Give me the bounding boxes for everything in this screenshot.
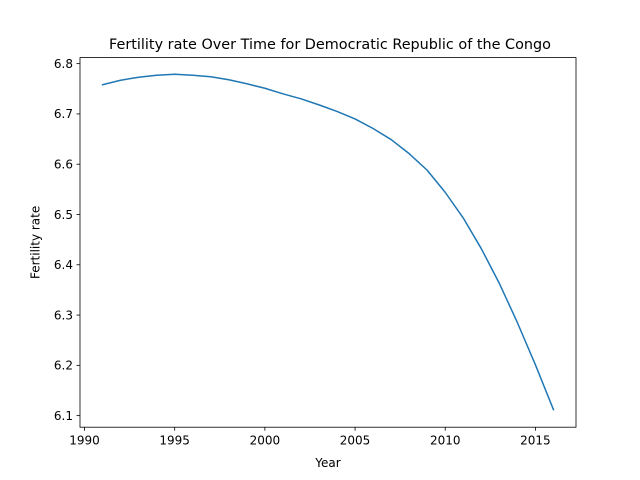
x-axis: 1990 1995 2000 2005 2010 2015 [69,427,551,448]
series-line-0 [101,73,555,411]
series-layer [101,73,555,411]
y-tick-label: 6.7 [54,107,73,121]
plot-frame [79,57,577,428]
y-tick-label: 6.3 [54,308,73,322]
y-axis-label: Fertility rate [29,206,43,279]
x-tick-label: 2015 [520,434,551,448]
y-tick-label: 6.6 [54,158,73,172]
x-axis-label: Year [314,456,340,470]
y-tick-label: 6.8 [54,57,73,71]
x-tick-label: 1990 [69,434,100,448]
y-axis: 6.1 6.2 6.3 6.4 6.5 6.6 6.7 6.8 [54,57,80,423]
plot-area [80,57,576,428]
x-tick-label: 1995 [159,434,190,448]
x-tick-label: 2010 [430,434,461,448]
x-tick-label: 2005 [340,434,371,448]
y-tick-label: 6.4 [54,258,73,272]
y-tick-label: 6.5 [54,208,73,222]
y-tick-label: 6.2 [54,359,73,373]
y-tick-label: 6.1 [54,409,73,423]
chart-title: Fertility rate Over Time for Democratic … [109,37,551,53]
x-tick-label: 2000 [250,434,281,448]
